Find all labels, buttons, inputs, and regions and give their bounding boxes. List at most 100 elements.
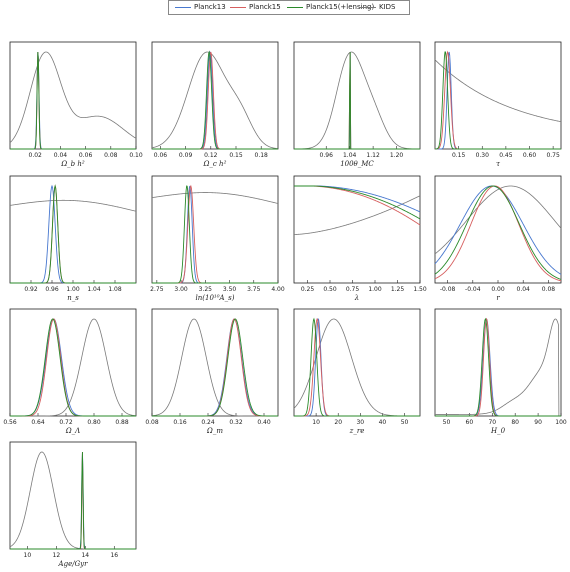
plot-frame <box>151 308 279 417</box>
x-tick-label: 0.40 <box>257 419 271 426</box>
x-tick-label: 0.32 <box>229 419 243 426</box>
x-tick-label: 0.24 <box>201 419 215 426</box>
series-line-planck15 <box>10 318 136 417</box>
series-line-planck15 <box>294 185 421 226</box>
series-line-planck13 <box>10 318 136 417</box>
x-tick-label: 0.56 <box>3 419 17 426</box>
series-line-kids <box>434 185 562 255</box>
x-axis-label: Ω_m <box>206 427 223 435</box>
series-line-kids <box>293 195 421 235</box>
x-tick-label: 0.80 <box>87 419 101 426</box>
x-tick-label: 0.12 <box>204 152 218 159</box>
plot-frame <box>293 175 421 284</box>
series-line-planck15-lensing- <box>435 317 561 417</box>
x-tick-label: 1.25 <box>391 286 405 293</box>
x-tick-label: 0.10 <box>129 152 143 159</box>
x-tick-label: 70 <box>488 419 496 426</box>
x-tick-label: 90 <box>534 419 542 426</box>
x-tick-label: 0.06 <box>79 152 93 159</box>
x-tick-label: 0.04 <box>54 152 68 159</box>
series-line-planck13 <box>10 51 136 150</box>
series-line-planck15 <box>434 50 561 150</box>
x-tick-label: 0.08 <box>542 286 556 293</box>
x-tick-label: 12 <box>53 552 61 559</box>
series-line-kids <box>151 318 278 417</box>
legend-swatch <box>360 7 376 8</box>
x-tick-label: 0.64 <box>31 419 45 426</box>
x-tick-label: 50 <box>401 419 409 426</box>
x-tick-label: 0.18 <box>255 152 269 159</box>
subplot: 0.25 0.50 0.75 1.00 1.25 1.50 λ <box>293 175 427 302</box>
x-tick-label: 0.00 <box>491 286 505 293</box>
x-tick-label: 3.25 <box>199 286 213 293</box>
x-axis-label: n_s <box>67 294 79 302</box>
subplot: 0.15 0.30 0.45 0.60 0.75 τ <box>434 41 562 168</box>
series-line-planck13 <box>294 185 421 213</box>
subplot: 10 20 30 40 50 z_re <box>293 308 421 435</box>
x-tick-label: 0.45 <box>499 152 513 159</box>
series-line-planck15-lensing- <box>294 51 420 150</box>
x-axis-label: Ω_c h² <box>203 160 227 168</box>
series-line-planck15-lensing- <box>434 185 562 280</box>
series-line-planck15 <box>435 317 561 417</box>
x-tick-label: 0.16 <box>173 419 187 426</box>
series-line-kids <box>434 59 562 123</box>
series-line-planck15-lensing- <box>434 51 561 150</box>
x-tick-label: 40 <box>379 419 387 426</box>
series-line-planck13 <box>152 318 278 417</box>
x-tick-label: 80 <box>511 419 519 426</box>
series-line-planck15-lensing- <box>152 318 278 417</box>
series-line-planck15-lensing- <box>10 184 136 284</box>
series-line-kids <box>9 451 136 550</box>
series-line-planck15 <box>10 51 136 150</box>
legend-swatch <box>287 7 303 8</box>
legend-swatch <box>230 7 246 8</box>
x-tick-label: 0.88 <box>115 419 129 426</box>
subplot: 0.02 0.04 0.06 0.08 0.10 Ω_b h² <box>9 41 143 168</box>
x-tick-label: 0.06 <box>154 152 168 159</box>
series-line-kids <box>151 192 279 204</box>
series-line-planck13 <box>294 51 420 150</box>
x-tick-label: 1.04 <box>343 152 357 159</box>
plot-frame <box>434 308 562 417</box>
x-tick-label: 0.60 <box>523 152 537 159</box>
x-axis-label: Ω_b h² <box>60 160 85 168</box>
x-tick-label: 10 <box>312 419 320 426</box>
x-axis-label: z_re <box>349 427 365 435</box>
x-tick-label: 0.04 <box>517 286 531 293</box>
series-line-planck13 <box>435 51 561 150</box>
legend-swatch <box>175 7 191 8</box>
x-tick-label: 0.75 <box>546 152 560 159</box>
x-tick-label: -0.04 <box>465 286 481 293</box>
series-line-kids <box>294 51 420 150</box>
x-tick-label: 30 <box>356 419 364 426</box>
x-tick-label: 14 <box>81 552 89 559</box>
legend-label: KIDS <box>379 3 396 11</box>
subplot: 0.08 0.16 0.24 0.32 0.40 Ω_m <box>145 308 279 435</box>
x-tick-label: 1.20 <box>390 152 404 159</box>
x-tick-label: 3.50 <box>223 286 237 293</box>
x-tick-label: 0.15 <box>452 152 466 159</box>
x-tick-label: 10 <box>24 552 32 559</box>
x-tick-label: 0.09 <box>179 152 193 159</box>
x-tick-label: 0.25 <box>301 286 315 293</box>
x-axis-label: Ω_Λ <box>65 427 80 435</box>
series-line-planck13 <box>152 185 278 284</box>
subplot: 0.56 0.64 0.72 0.80 0.88 Ω_Λ <box>3 308 137 435</box>
subplot: 50 60 70 80 90 100 H_0 <box>434 308 567 435</box>
subplot: 0.96 1.04 1.12 1.20 100θ_MC <box>293 41 421 168</box>
x-tick-label: 0.96 <box>320 152 334 159</box>
x-tick-label: 0.08 <box>145 419 159 426</box>
legend-label: Planck13 <box>194 3 226 11</box>
legend-label: Planck15(+lensing) <box>306 3 375 11</box>
x-tick-label: 1.04 <box>87 286 101 293</box>
x-tick-label: 3.00 <box>174 286 188 293</box>
x-tick-label: 60 <box>466 419 474 426</box>
plot-frame <box>434 41 562 150</box>
x-tick-label: 1.08 <box>108 286 122 293</box>
x-tick-label: 50 <box>443 419 451 426</box>
series-line-planck15 <box>152 184 278 284</box>
subplot: -0.08 -0.04 0.00 0.04 0.08 r <box>434 175 562 302</box>
series-line-planck13 <box>10 451 136 550</box>
